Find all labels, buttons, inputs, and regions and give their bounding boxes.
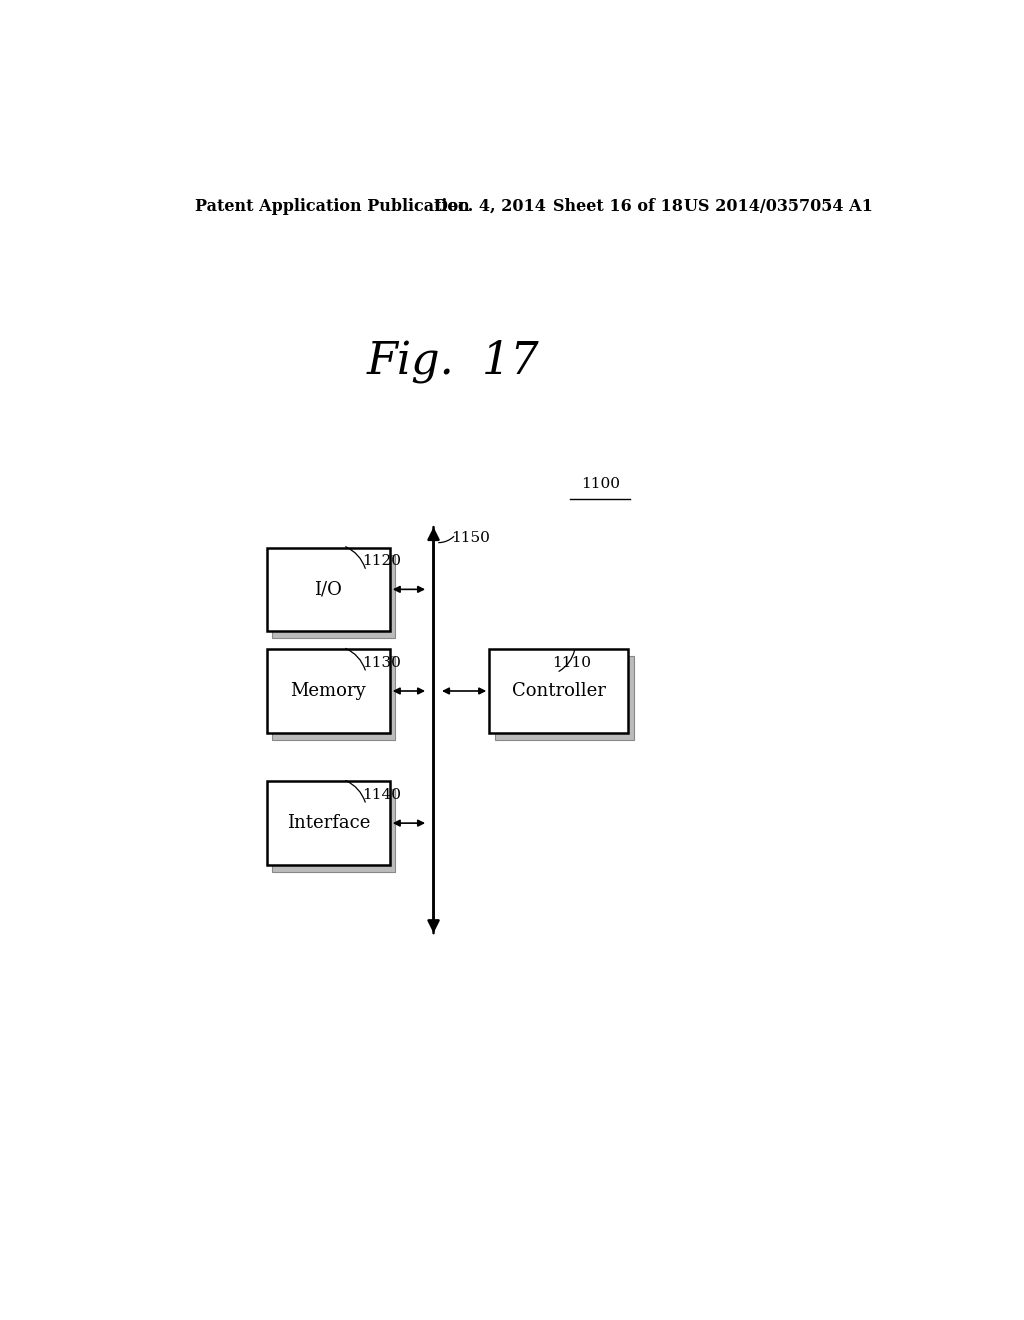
Bar bbox=[272, 554, 395, 638]
Text: Fig.  17: Fig. 17 bbox=[367, 341, 540, 383]
Bar bbox=[267, 781, 390, 865]
Text: Dec. 4, 2014: Dec. 4, 2014 bbox=[433, 198, 546, 215]
Text: Sheet 16 of 18: Sheet 16 of 18 bbox=[553, 198, 683, 215]
Bar bbox=[495, 656, 634, 739]
Text: 1120: 1120 bbox=[362, 554, 401, 568]
Bar bbox=[489, 649, 628, 733]
Text: 1150: 1150 bbox=[451, 532, 489, 545]
Text: 1140: 1140 bbox=[362, 788, 401, 801]
Text: Interface: Interface bbox=[287, 814, 370, 832]
Text: US 2014/0357054 A1: US 2014/0357054 A1 bbox=[684, 198, 872, 215]
Text: I/O: I/O bbox=[314, 581, 342, 598]
Text: 1110: 1110 bbox=[553, 656, 592, 669]
Text: 1130: 1130 bbox=[362, 656, 401, 669]
Bar bbox=[267, 649, 390, 733]
Bar bbox=[272, 788, 395, 873]
Text: 1100: 1100 bbox=[581, 477, 620, 491]
Text: Controller: Controller bbox=[512, 682, 605, 700]
Bar bbox=[272, 656, 395, 739]
Bar bbox=[267, 548, 390, 631]
Text: Patent Application Publication: Patent Application Publication bbox=[196, 198, 470, 215]
Text: Memory: Memory bbox=[291, 682, 367, 700]
